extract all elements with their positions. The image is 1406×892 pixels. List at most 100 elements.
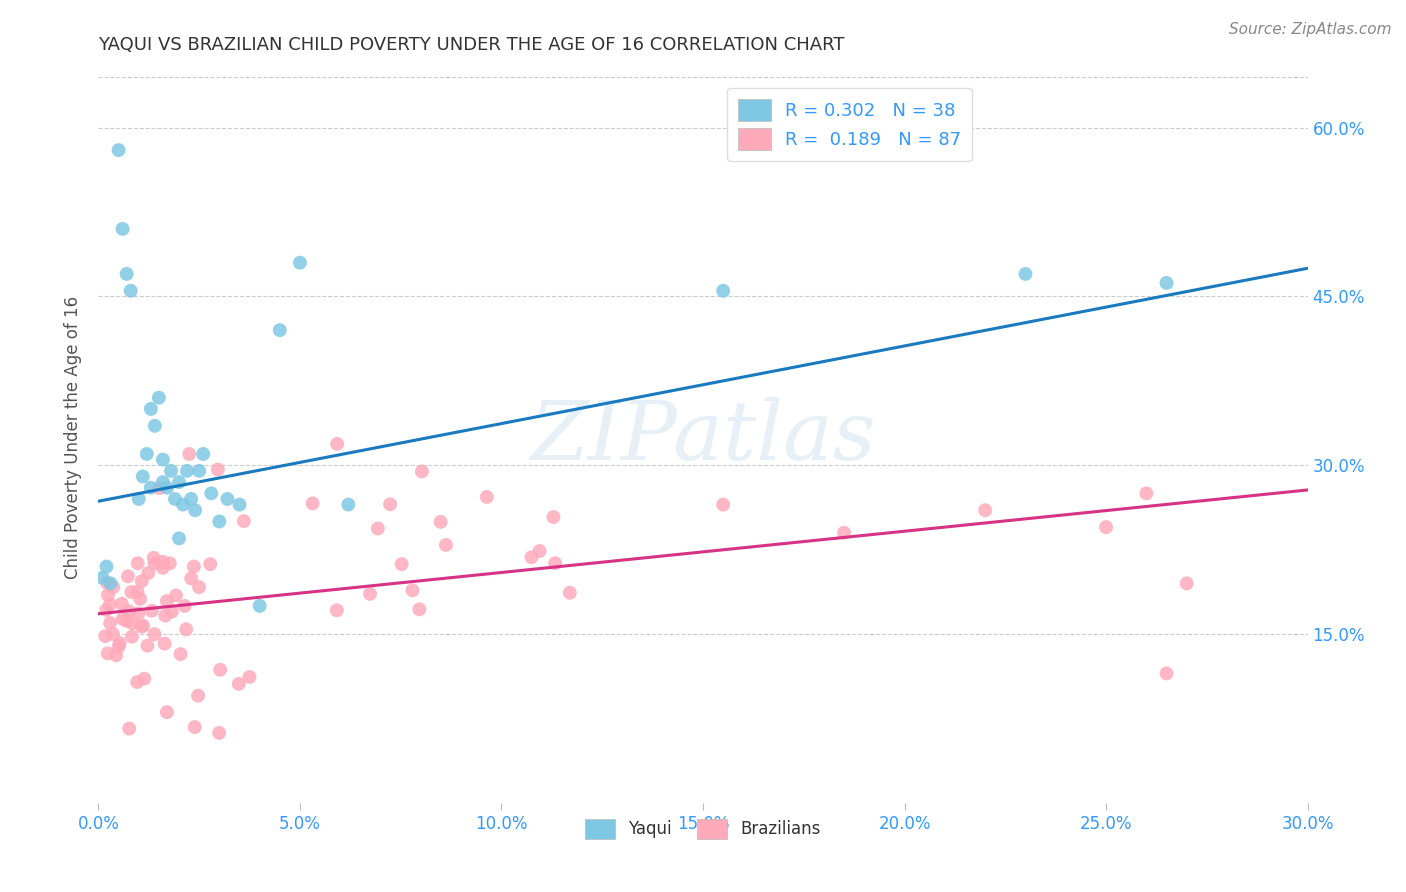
Y-axis label: Child Poverty Under the Age of 16: Child Poverty Under the Age of 16	[65, 295, 83, 579]
Point	[103, 580, 125, 594]
Point	[269, 323, 291, 337]
Point	[152, 561, 174, 575]
Point	[337, 498, 360, 512]
Point	[91, 571, 114, 585]
Point	[543, 510, 565, 524]
Point	[180, 491, 202, 506]
Point	[183, 720, 205, 734]
Point	[188, 464, 211, 478]
Point	[180, 571, 202, 585]
Point	[200, 486, 222, 500]
Point	[232, 514, 254, 528]
Point	[228, 677, 250, 691]
Point	[111, 597, 134, 611]
Point	[132, 619, 155, 633]
Point	[143, 557, 166, 571]
Point	[183, 559, 205, 574]
Point	[156, 481, 179, 495]
Point	[208, 515, 231, 529]
Point	[94, 629, 117, 643]
Point	[131, 574, 153, 589]
Point	[141, 604, 163, 618]
Point	[359, 587, 381, 601]
Point	[127, 675, 149, 690]
Point	[326, 437, 349, 451]
Point	[148, 481, 170, 495]
Point	[167, 532, 190, 546]
Point	[136, 639, 159, 653]
Point	[711, 284, 734, 298]
Point	[135, 447, 157, 461]
Point	[152, 452, 174, 467]
Point	[163, 491, 186, 506]
Point	[832, 525, 855, 540]
Point	[117, 569, 139, 583]
Point	[107, 640, 129, 654]
Point	[391, 557, 413, 571]
Point	[105, 648, 128, 663]
Point	[121, 630, 143, 644]
Point	[1135, 486, 1157, 500]
Point	[172, 498, 194, 512]
Point	[98, 597, 121, 611]
Point	[96, 559, 118, 574]
Point	[108, 636, 131, 650]
Point	[301, 496, 323, 510]
Point	[288, 255, 311, 269]
Point	[128, 491, 150, 506]
Point	[238, 670, 260, 684]
Point	[208, 726, 231, 740]
Point	[155, 608, 177, 623]
Point	[167, 475, 190, 489]
Point	[152, 475, 174, 489]
Point	[96, 575, 118, 590]
Point	[100, 576, 122, 591]
Point	[207, 462, 229, 476]
Point	[152, 555, 174, 569]
Point	[411, 464, 433, 478]
Text: YAQUI VS BRAZILIAN CHILD POVERTY UNDER THE AGE OF 16 CORRELATION CHART: YAQUI VS BRAZILIAN CHILD POVERTY UNDER T…	[98, 36, 845, 54]
Point	[558, 586, 581, 600]
Point	[118, 604, 141, 618]
Legend: Yaqui, Brazilians: Yaqui, Brazilians	[578, 812, 828, 846]
Point	[367, 521, 389, 535]
Text: ZIPatlas: ZIPatlas	[530, 397, 876, 477]
Point	[1175, 576, 1198, 591]
Point	[160, 605, 183, 619]
Point	[429, 515, 451, 529]
Point	[974, 503, 997, 517]
Point	[98, 616, 121, 631]
Point	[153, 637, 176, 651]
Point	[156, 705, 179, 719]
Point	[159, 557, 181, 571]
Point	[132, 469, 155, 483]
Point	[107, 143, 129, 157]
Point	[96, 603, 118, 617]
Point	[169, 647, 191, 661]
Point	[174, 622, 197, 636]
Point	[160, 464, 183, 478]
Point	[217, 491, 239, 506]
Point	[143, 627, 166, 641]
Point	[711, 498, 734, 512]
Point	[165, 588, 187, 602]
Point	[121, 616, 143, 631]
Point	[120, 284, 142, 298]
Point	[434, 538, 457, 552]
Point	[111, 612, 134, 626]
Point	[475, 490, 498, 504]
Point	[1156, 666, 1178, 681]
Point	[115, 614, 138, 628]
Point	[129, 591, 152, 606]
Point	[127, 584, 149, 599]
Point	[1156, 276, 1178, 290]
Point	[118, 722, 141, 736]
Point	[1014, 267, 1036, 281]
Point	[97, 647, 120, 661]
Point	[173, 599, 195, 613]
Point	[1095, 520, 1118, 534]
Point	[97, 588, 120, 602]
Point	[139, 481, 162, 495]
Point	[408, 602, 430, 616]
Point	[179, 447, 201, 461]
